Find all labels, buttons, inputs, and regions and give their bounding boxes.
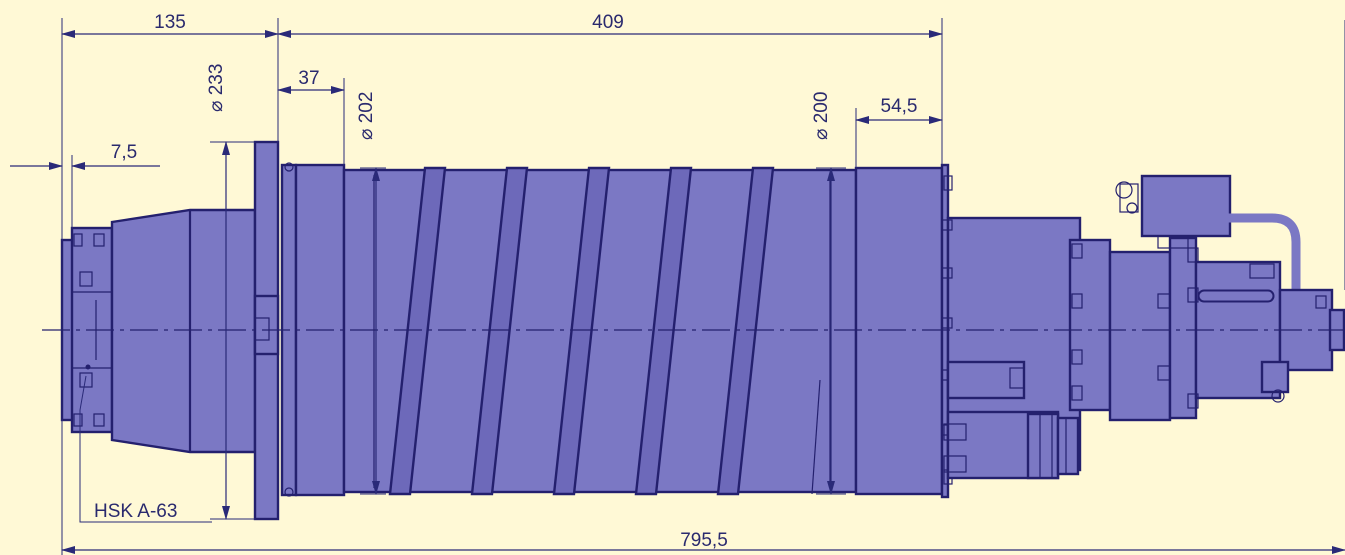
dim-795-5: 795,5 — [680, 530, 728, 551]
dimension-lines — [10, 30, 1345, 554]
dia-233: ⌀ 233 — [206, 64, 227, 112]
hsk-label: HSK A-63 — [94, 501, 177, 522]
dim-7-5: 7,5 — [111, 142, 137, 163]
dim-54-5: 54,5 — [881, 96, 918, 117]
dim-409: 409 — [592, 12, 624, 33]
dim-135: 135 — [154, 12, 186, 33]
spindle-body — [60, 140, 1345, 521]
dia-200: ⌀ 200 — [811, 92, 832, 140]
cooling-spiral-grooves — [373, 166, 831, 496]
dim-37: 37 — [298, 68, 319, 89]
dia-202: ⌀ 202 — [356, 92, 377, 140]
